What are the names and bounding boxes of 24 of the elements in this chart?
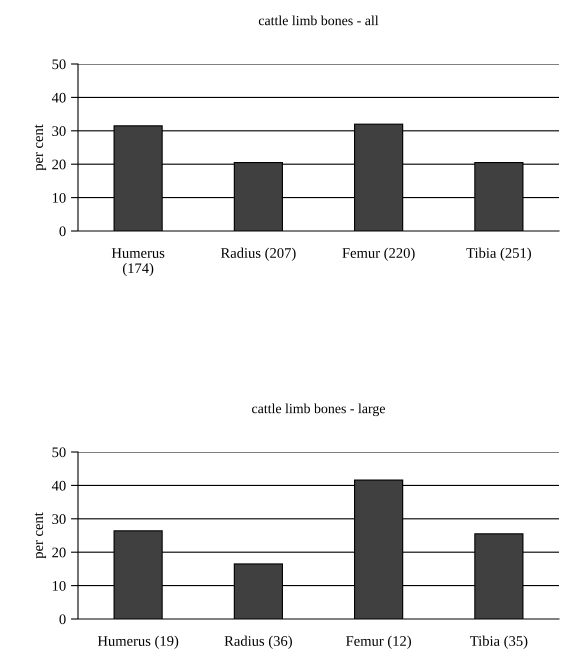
- y-tick-label: 0: [59, 226, 66, 236]
- y-tick-label: 40: [52, 92, 66, 103]
- y-tick-label: 10: [52, 192, 66, 203]
- x-tick-label: Femur (220): [342, 248, 415, 261]
- y-tick-label: 10: [52, 580, 66, 591]
- x-tick-label: Humerus (174): [112, 248, 164, 276]
- x-tick-label: Femur (12): [346, 636, 411, 649]
- y-tick-label: 0: [59, 614, 66, 624]
- y-tick-label: 20: [52, 160, 66, 170]
- y-tick-label: 30: [52, 126, 66, 136]
- y-tick-label: 40: [52, 480, 66, 491]
- y-axis-title: per cent: [34, 124, 46, 171]
- y-tick-label: 50: [52, 447, 66, 458]
- x-tick-label: Radius (207): [220, 248, 296, 261]
- y-tick-label: 30: [52, 514, 66, 524]
- y-tick-label: 50: [52, 59, 66, 70]
- chart-title: cattle limb bones - all: [258, 15, 378, 26]
- x-tick-label: Tibia (35): [470, 636, 528, 649]
- x-tick-label: Radius (36): [224, 636, 292, 649]
- y-axis-title: per cent: [34, 512, 46, 559]
- x-tick-label: Humerus (19): [98, 636, 178, 649]
- y-tick-label: 20: [52, 548, 66, 558]
- chart-title: cattle limb bones - large: [252, 403, 385, 416]
- x-tick-label: Tibia (251): [466, 248, 531, 261]
